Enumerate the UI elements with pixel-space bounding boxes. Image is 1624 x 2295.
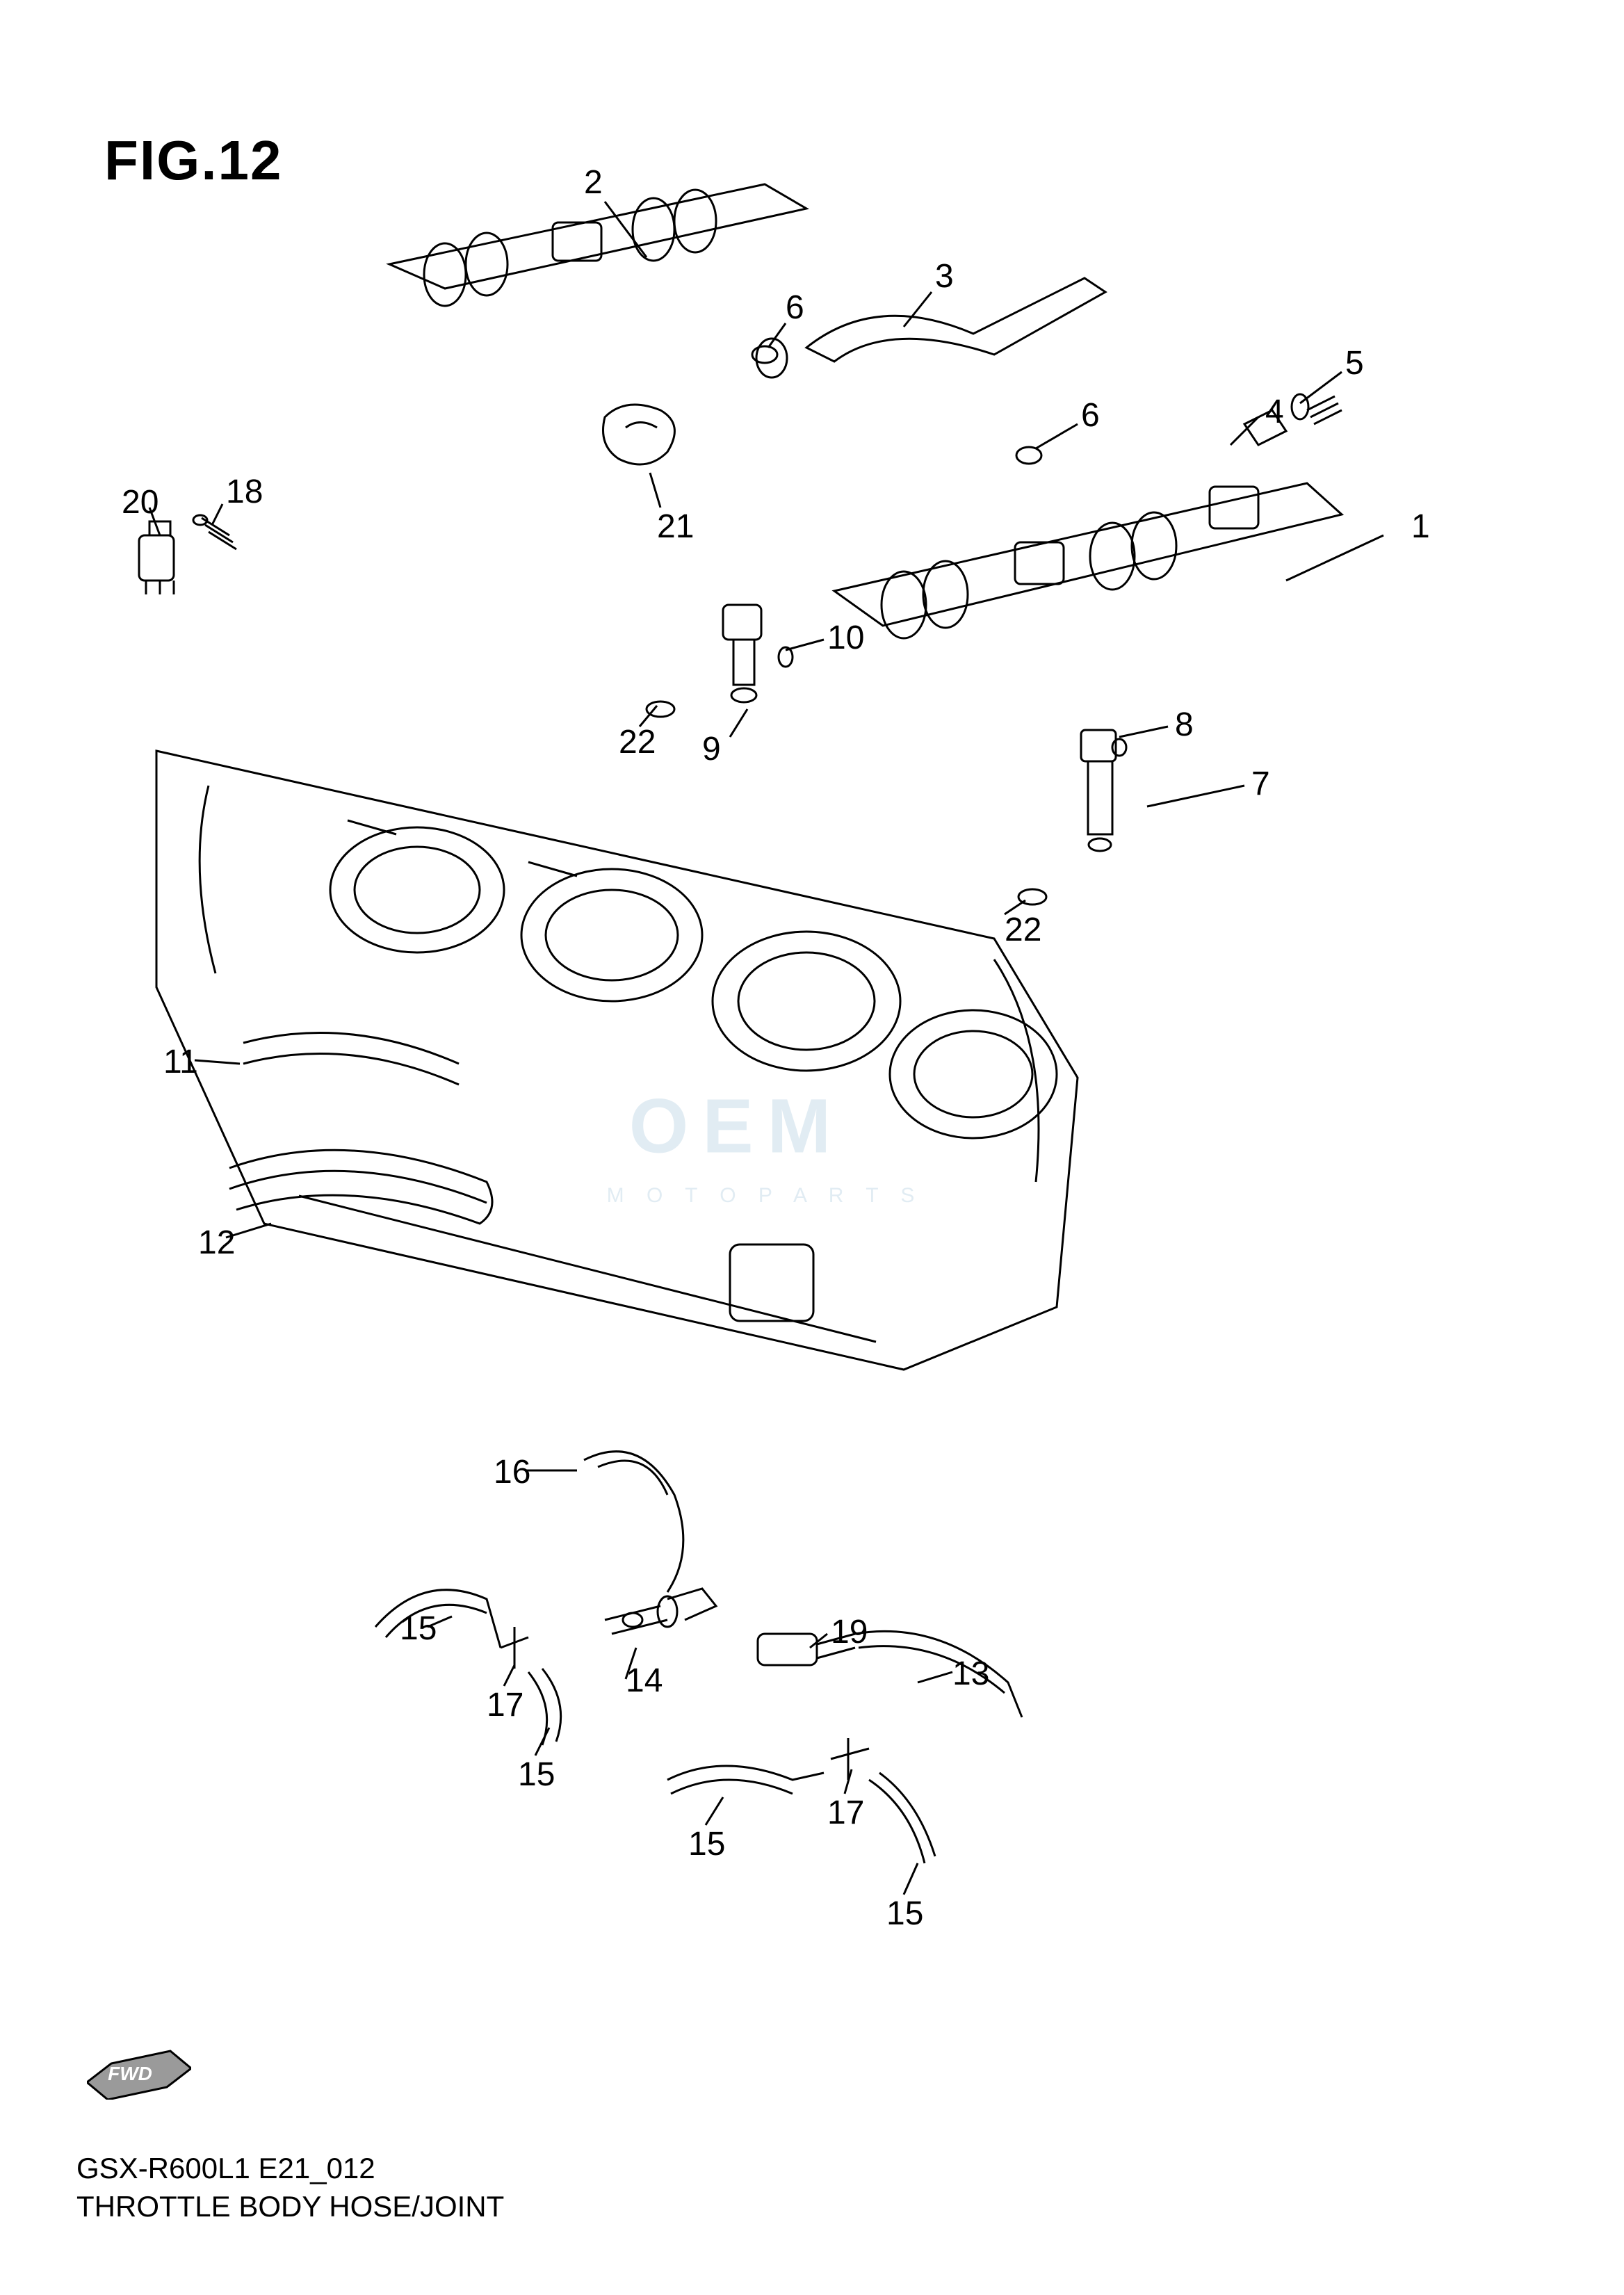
footer-model-code: GSX-R600L1 E21_012	[76, 2152, 375, 2185]
callout-18: 18	[226, 473, 263, 511]
part-hose-15d	[869, 1773, 935, 1863]
part-hose-15c	[667, 1766, 824, 1794]
fwd-label: FWD	[108, 2063, 152, 2084]
callout-20: 20	[122, 483, 159, 521]
part-joint-14	[605, 1589, 716, 1634]
callout-21: 21	[657, 508, 694, 546]
part-pipe-3	[756, 278, 1105, 378]
callout-16: 16	[494, 1453, 530, 1491]
callout-15a: 15	[400, 1609, 437, 1648]
part-o-ring-22b	[1018, 889, 1046, 905]
part-sensor-20	[139, 521, 174, 594]
callout-19: 19	[831, 1613, 868, 1651]
callout-17a: 17	[487, 1686, 523, 1724]
watermark-text: OEM	[629, 1082, 845, 1171]
part-hose-15a	[375, 1590, 501, 1648]
callout-17b: 17	[827, 1794, 864, 1832]
watermark-subtext: M O T O P A R T S	[607, 1184, 923, 1208]
leader-lines	[149, 202, 1383, 1895]
callout-6b: 6	[1081, 396, 1100, 435]
footer-diagram-title: THROTTLE BODY HOSE/JOINT	[76, 2190, 504, 2223]
part-injector-9	[723, 605, 793, 702]
callout-12: 12	[198, 1224, 235, 1262]
part-o-ring-6a	[752, 346, 777, 363]
callout-5: 5	[1345, 344, 1364, 382]
part-delivery-pipe-lower	[834, 483, 1342, 638]
part-hose-16	[584, 1452, 683, 1592]
part-throttle-body	[156, 751, 1078, 1370]
part-screw-18	[193, 515, 236, 549]
callout-15c: 15	[688, 1825, 725, 1863]
callout-6a: 6	[786, 289, 804, 327]
callout-13: 13	[952, 1655, 989, 1693]
callout-22b: 22	[1005, 911, 1041, 949]
part-hose-13	[855, 1631, 1022, 1717]
part-hose-11	[243, 1032, 459, 1085]
part-clip-21	[603, 405, 675, 464]
fwd-arrow-badge: FWD	[87, 2044, 191, 2100]
part-hose-15b	[528, 1669, 561, 1745]
part-o-ring-6b	[1016, 447, 1041, 464]
part-screw-4-5	[1244, 394, 1342, 445]
callout-1: 1	[1411, 508, 1430, 546]
callout-10: 10	[827, 619, 864, 657]
callout-7: 7	[1251, 765, 1270, 803]
callout-3: 3	[935, 257, 954, 295]
part-hose-12	[229, 1150, 492, 1224]
callout-15b: 15	[518, 1755, 555, 1794]
part-o-ring-22a	[647, 702, 674, 717]
callout-2: 2	[584, 163, 603, 202]
part-injector-7	[1081, 730, 1126, 851]
part-delivery-pipe-upper	[389, 184, 806, 306]
callout-8: 8	[1175, 706, 1194, 744]
callout-22a: 22	[619, 723, 656, 761]
part-joint-17a	[501, 1627, 528, 1669]
callout-11: 11	[163, 1043, 198, 1081]
part-joint-17b	[831, 1738, 869, 1780]
callout-15d: 15	[886, 1895, 923, 1933]
callout-9: 9	[702, 730, 721, 768]
figure-title: FIG.12	[104, 129, 283, 193]
parts-diagram-page: OEM M O T O P A R T S FIG.12	[0, 0, 1624, 2295]
callout-14: 14	[626, 1662, 663, 1700]
callout-4: 4	[1265, 393, 1284, 431]
